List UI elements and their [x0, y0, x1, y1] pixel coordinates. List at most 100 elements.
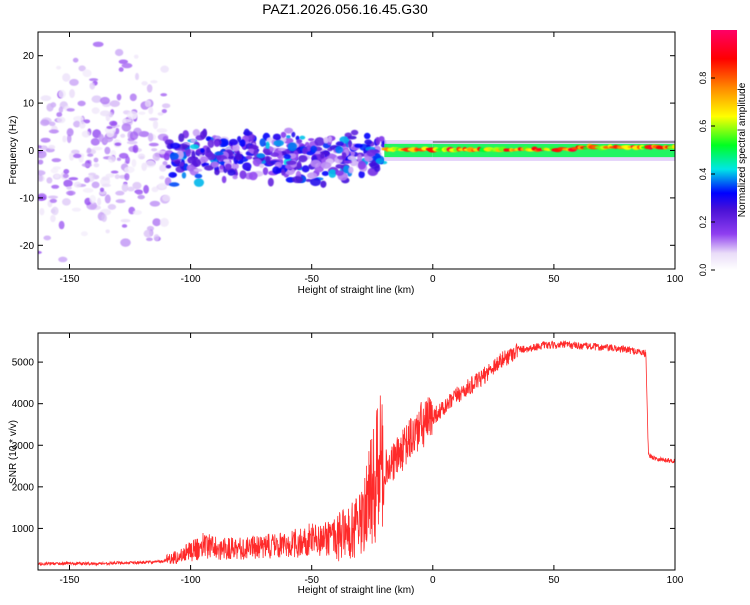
snr-y-tick-label: 2000 — [12, 482, 35, 493]
heatmap-cell — [138, 111, 146, 115]
heatmap-cell — [214, 169, 220, 176]
heatmap-cell — [206, 153, 216, 161]
heatmap-cell — [287, 142, 298, 152]
heatmap-cell — [109, 100, 120, 107]
heatmap-cell — [88, 172, 97, 177]
heatmap-cell — [348, 166, 354, 174]
snr-y-tick-label: 1000 — [12, 524, 35, 535]
heatmap-cell — [73, 153, 82, 159]
snr-y-label: SNR (10 * v/v) — [8, 420, 19, 484]
heatmap-cell — [114, 142, 122, 146]
heatmap-cell — [256, 153, 266, 159]
heatmap-cell — [214, 140, 220, 147]
heatmap-cell — [320, 161, 332, 169]
heatmap-cell — [148, 117, 159, 121]
heatmap-cell — [309, 177, 321, 187]
heatmap-cell — [320, 150, 329, 155]
heatmap-cell — [227, 169, 236, 176]
heatmap-cell — [71, 149, 80, 155]
heatmap-cell — [38, 159, 44, 165]
heatmap-cell — [277, 147, 286, 152]
heatmap-cell — [90, 138, 100, 146]
heatmap-cell — [116, 157, 122, 161]
heatmap-cell — [281, 168, 286, 176]
heatmap-cell — [115, 199, 126, 204]
heatmap-cell — [56, 112, 63, 118]
heatmap-cell — [221, 175, 227, 184]
heatmap-cell — [73, 120, 81, 128]
heatmap-cell — [101, 214, 107, 223]
heatmap-cell — [139, 155, 145, 160]
heatmap-cell — [314, 165, 324, 173]
heatmap-cell — [63, 169, 70, 175]
heatmap-cell — [151, 148, 158, 152]
heatmap-cell — [320, 180, 327, 188]
heatmap-cell — [169, 142, 181, 149]
heatmap-cell — [347, 155, 356, 161]
heatmap-cell — [81, 130, 91, 138]
heatmap-cell — [193, 168, 203, 172]
heatmap-cell — [245, 167, 251, 172]
heatmap-cell — [219, 165, 225, 170]
heatmap-cell — [301, 165, 310, 173]
heatmap-cell — [323, 137, 329, 144]
heatmap-cell — [126, 140, 138, 145]
heatmap-cell — [152, 152, 160, 161]
heatmap-cell — [83, 119, 91, 124]
heatmap-cell — [73, 181, 82, 188]
heatmap-cell — [62, 73, 71, 82]
heatmap-cell — [357, 153, 363, 163]
heatmap-cell — [159, 164, 167, 172]
heatmap-cell — [80, 231, 88, 237]
heatmap-cell — [335, 164, 344, 169]
heatmap-cell — [206, 147, 211, 153]
heatmap-marks — [38, 41, 675, 263]
heatmap-cell — [151, 186, 159, 193]
snr-x-tick-label: 0 — [430, 575, 436, 586]
heatmap-cell — [133, 54, 139, 59]
heatmap-cell — [239, 139, 246, 147]
colorbar-gradient — [711, 30, 737, 270]
snr-frame — [37, 332, 676, 571]
colorbar-tick-label: 0.4 — [698, 168, 708, 181]
heatmap-cell — [101, 176, 110, 181]
heatmap-cell — [47, 195, 59, 199]
heatmap-cell — [342, 165, 350, 174]
heatmap-cell — [39, 207, 45, 216]
heatmap-cell — [143, 229, 153, 238]
heatmap-cell — [124, 166, 135, 174]
heatmap-cell — [335, 146, 344, 154]
heatmap-cell — [121, 122, 132, 132]
heatmap-cell — [131, 158, 137, 168]
heatmap-cell — [38, 145, 42, 149]
heatmap-cell — [272, 166, 280, 175]
heatmap-cell — [104, 146, 111, 155]
heatmap-cell — [114, 174, 120, 180]
heatmap-cell — [40, 137, 51, 143]
heatmap-cell — [185, 148, 191, 157]
heatmap-cell — [157, 112, 164, 116]
snr-x-tick-label: 50 — [548, 575, 560, 586]
heatmap-cell — [232, 174, 238, 180]
heatmap-cell — [265, 156, 271, 164]
heatmap-cell — [267, 177, 274, 187]
heatmap-cell — [110, 170, 119, 174]
heatmap-cell — [321, 170, 329, 176]
spectrogram-y-tick-label: 20 — [23, 51, 35, 62]
heatmap-cell — [78, 65, 86, 72]
heatmap-cell — [72, 57, 79, 63]
heatmap-cell — [343, 160, 353, 164]
heatmap-cell — [210, 161, 219, 168]
heatmap-cell — [40, 95, 52, 102]
heatmap-cell — [189, 144, 200, 150]
spectrogram-x-tick-label: 50 — [548, 274, 560, 285]
heatmap-cell — [46, 103, 54, 112]
heatmap-cell — [339, 136, 350, 144]
heatmap-cell — [126, 110, 138, 120]
heatmap-cell — [193, 178, 205, 187]
heatmap-cell — [141, 81, 148, 86]
heatmap-cell — [120, 218, 131, 223]
heatmap-cell — [248, 171, 258, 181]
heatmap-cell — [314, 137, 325, 146]
